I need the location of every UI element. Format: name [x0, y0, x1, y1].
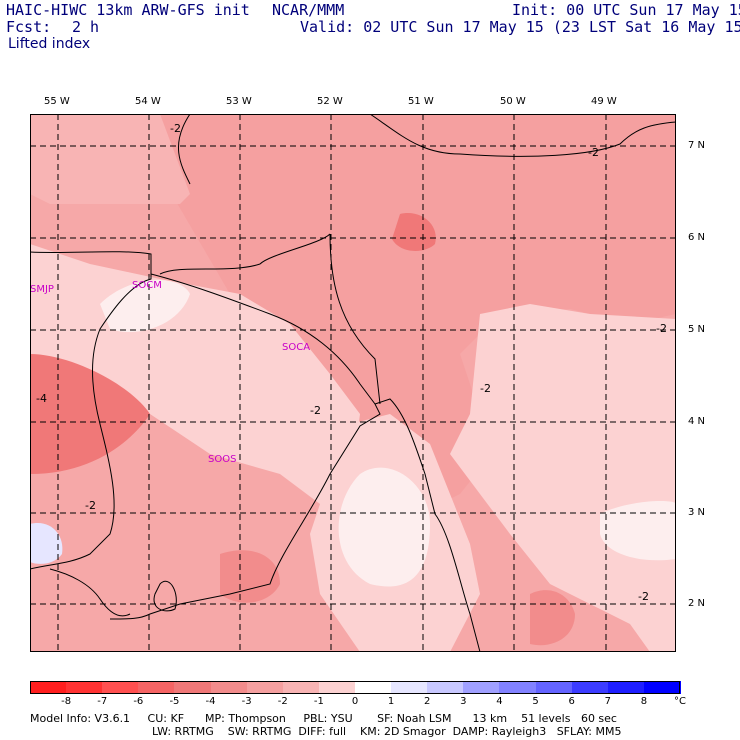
- region-medium: [160, 114, 676, 544]
- contour-label: -2: [480, 382, 491, 395]
- color-bar-tick: 4: [496, 696, 503, 707]
- lon-label: 49 W: [591, 96, 617, 107]
- lat-label: 6 N: [688, 232, 706, 243]
- color-bar-swatch: [282, 681, 320, 694]
- region-darker-west: [30, 354, 150, 474]
- color-bar-swatch: [355, 681, 392, 694]
- contour-label: -2: [638, 590, 649, 603]
- lon-label: 54 W: [135, 96, 161, 107]
- fcst-value: 2 h: [72, 18, 100, 36]
- field-name: Lifted index: [8, 36, 91, 52]
- color-bar-tick: -4: [205, 696, 216, 707]
- org-label: NCAR/MMM: [272, 1, 345, 19]
- lifted-index-map[interactable]: -2 -2 -2 -2 -2 -2 -2 -4 SMJP SOCM SOCA S…: [30, 114, 676, 652]
- lat-label: 3 N: [688, 507, 706, 518]
- region-near-zero-nw: [100, 280, 190, 333]
- color-bar-tick: 1: [387, 696, 395, 707]
- map-frame: [30, 114, 676, 652]
- color-bar-tick: -2: [277, 696, 288, 707]
- lon-label: 53 W: [226, 96, 252, 107]
- color-bar-swatch: [463, 681, 501, 694]
- lat-lon-grid: [30, 114, 676, 652]
- station-label: SOOS: [208, 454, 236, 465]
- color-bar-swatch: [102, 681, 140, 694]
- region-darker-south: [220, 550, 280, 603]
- color-bar-swatch: [607, 681, 645, 694]
- model-info-line1: Model Info: V3.6.1 CU: KF MP: Thompson P…: [30, 712, 617, 725]
- color-bar-swatch: [174, 681, 212, 694]
- color-bar-unit: °C: [674, 696, 686, 707]
- color-bar-swatch: [30, 681, 67, 694]
- valid-time: Valid: 02 UTC Sun 17 May 15 (23 LST Sat …: [300, 18, 740, 36]
- color-bar-tick: 8: [640, 696, 648, 707]
- lat-label: 4 N: [688, 416, 706, 427]
- lon-label: 52 W: [317, 96, 343, 107]
- color-bar-swatch: [246, 681, 284, 694]
- color-bar-tick: 2: [424, 696, 431, 707]
- color-bar-tick: 6: [568, 696, 575, 707]
- station-label: SOCM: [132, 280, 162, 291]
- color-bar-tick: 7: [604, 696, 611, 707]
- color-bar-swatch: [643, 681, 681, 694]
- contour-label: -2: [170, 122, 181, 135]
- contour-label: -2: [85, 499, 96, 512]
- contour-label: -2: [656, 322, 667, 335]
- color-bar-tick: -5: [169, 696, 180, 707]
- color-bar-frame: [30, 681, 680, 694]
- region-light-east: [450, 304, 676, 652]
- color-bar-swatch: [318, 681, 356, 694]
- contour-label: -2: [310, 404, 321, 417]
- model-info-line2: LW: RRTMG SW: RRTMG DIFF: full KM: 2D Sm…: [152, 725, 622, 738]
- lon-label: 50 W: [500, 96, 526, 107]
- init-time: Init: 00 UTC Sun 17 May 15: [512, 1, 740, 19]
- color-bar-swatch: [571, 681, 609, 694]
- color-bar-tick: -3: [241, 696, 252, 707]
- color-bar-tick: -7: [97, 696, 108, 707]
- color-bar-swatch: [66, 681, 104, 694]
- lat-label: 7 N: [688, 140, 706, 151]
- region-light-nw: [30, 114, 190, 204]
- borders: [30, 114, 676, 652]
- color-bar-tick: 5: [532, 696, 539, 707]
- color-bar-swatch: [391, 681, 429, 694]
- region-slightly-positive: [30, 523, 63, 564]
- color-bar-tick: -6: [133, 696, 144, 707]
- color-bar-swatch: [427, 681, 465, 694]
- region-near-zero-east: [600, 501, 676, 561]
- region-near-zero: [338, 467, 430, 587]
- fcst-label: Fcst:: [6, 18, 52, 36]
- region-darker-north: [392, 213, 436, 251]
- color-bar-swatch: [535, 681, 573, 694]
- contour-label: -2: [588, 146, 599, 159]
- color-bar-tick: -1: [313, 696, 324, 707]
- color-bar-swatch: [210, 681, 248, 694]
- color-bar-swatch: [499, 681, 537, 694]
- color-bar-tick: 0: [351, 696, 359, 707]
- lat-label: 2 N: [688, 598, 706, 609]
- lat-label: 5 N: [688, 324, 706, 335]
- station-label: SOCA: [282, 342, 310, 353]
- color-bar-tick: 3: [460, 696, 467, 707]
- lon-label: 55 W: [44, 96, 70, 107]
- model-title: HAIC-HIWC 13km ARW-GFS init: [6, 1, 250, 19]
- color-bar-tick: -8: [61, 696, 72, 707]
- contour-label: -4: [36, 392, 47, 405]
- color-bar-swatch: [138, 681, 176, 694]
- station-label: SMJP: [30, 284, 54, 295]
- lon-label: 51 W: [408, 96, 434, 107]
